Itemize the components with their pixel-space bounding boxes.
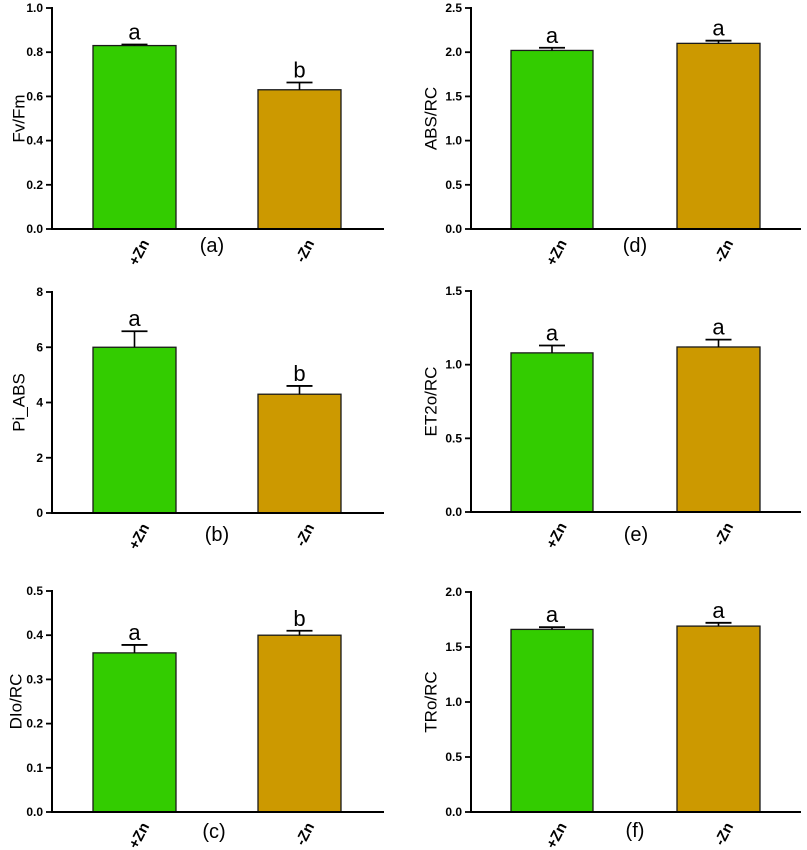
y-tick-label: 2 (36, 451, 43, 465)
y-tick-label: 0.0 (445, 222, 462, 236)
y-tick-label: 0.5 (445, 178, 462, 192)
significance-letter: a (546, 321, 559, 346)
bar (92, 652, 177, 813)
x-tick-label: +Zn (125, 237, 153, 269)
panel-label: (d) (623, 235, 647, 257)
y-tick-label: 1.5 (445, 89, 462, 103)
significance-letter: a (128, 620, 141, 645)
chart-panel-3: a +Zn a -Zn 0.0 0.5 1.0 1.5 2.0 2.5 ABS/RC (d) (421, 1, 801, 269)
y-axis-label: ET2o/RC (421, 367, 440, 437)
y-tick-label: 6 (36, 340, 43, 354)
bar (676, 42, 761, 230)
y-tick-label: 0 (36, 506, 43, 520)
chart-panel-1: a +Zn b -Zn 0 2 4 6 8 Pi_ABS (b) (9, 285, 384, 553)
panel-label: (a) (200, 235, 224, 257)
y-tick-label: 1.0 (26, 1, 43, 15)
y-tick-label: 0.0 (445, 805, 462, 819)
bar (510, 49, 594, 230)
y-axis-label: ABS/RC (421, 87, 440, 150)
y-tick-label: 1.0 (445, 358, 462, 372)
y-tick-label: 0.4 (26, 134, 43, 148)
significance-letter: b (293, 606, 305, 631)
y-tick-label: 0.5 (26, 584, 43, 598)
significance-letter: a (712, 598, 725, 623)
x-tick-label: +Zn (125, 820, 153, 850)
y-tick-label: 0.0 (26, 222, 43, 236)
y-tick-label: 0.5 (445, 750, 462, 764)
y-tick-label: 2.0 (445, 45, 462, 59)
x-tick-label: +Zn (125, 521, 153, 553)
significance-letter: a (128, 306, 141, 331)
chart-panel-2: a +Zn b -Zn 0.0 0.1 0.2 0.3 0.4 0.5 DIo/RC (c) (6, 584, 384, 850)
y-tick-label: 0.2 (26, 717, 43, 731)
y-axis-label: DIo/RC (6, 674, 25, 730)
y-tick-label: 0.2 (26, 178, 43, 192)
x-tick-label: -Zn (711, 520, 737, 549)
x-tick-label: +Zn (543, 237, 571, 269)
bar (510, 352, 594, 513)
y-axis-label: Fv/Fm (9, 94, 28, 142)
significance-letter: a (712, 315, 725, 340)
bar (257, 634, 342, 813)
bar (676, 625, 761, 813)
y-tick-label: 2.0 (445, 585, 462, 599)
bar (92, 44, 177, 230)
bar (92, 346, 177, 514)
y-tick-label: 1.0 (445, 695, 462, 709)
x-tick-label: -Zn (292, 820, 318, 849)
bar (257, 393, 342, 514)
y-tick-label: 1.5 (445, 640, 462, 654)
significance-letter: b (293, 57, 305, 82)
significance-letter: a (546, 23, 559, 48)
x-tick-label: -Zn (292, 521, 318, 550)
y-tick-label: 4 (36, 396, 43, 410)
y-tick-label: 0.4 (26, 628, 43, 642)
chart-panel-5: a +Zn a -Zn 0.0 0.5 1.0 1.5 2.0 TRo/RC (f) (421, 585, 801, 850)
y-axis-label: Pi_ABS (9, 373, 28, 432)
y-tick-label: 1.5 (445, 284, 462, 298)
chart-panel-4: a +Zn a -Zn 0.0 0.5 1.0 1.5 ET2o/RC (e) (421, 284, 801, 552)
y-axis-label: TRo/RC (421, 671, 440, 732)
chart-panel-0: a +Zn b -Zn 0.0 0.2 0.4 0.6 0.8 1.0 Fv/Fm (a) (9, 1, 384, 269)
y-tick-label: 1.0 (445, 134, 462, 148)
x-tick-label: +Zn (543, 520, 571, 552)
y-tick-label: 0.5 (445, 431, 462, 445)
y-tick-label: 2.5 (445, 1, 462, 15)
bar (676, 346, 761, 513)
y-tick-label: 0.0 (26, 805, 43, 819)
x-tick-label: +Zn (543, 820, 571, 850)
y-tick-label: 0.1 (26, 761, 43, 775)
significance-letter: b (293, 361, 305, 386)
y-tick-label: 0.8 (26, 45, 43, 59)
x-tick-label: -Zn (292, 237, 318, 266)
x-tick-label: -Zn (711, 820, 737, 849)
panel-label: (c) (202, 821, 225, 843)
y-tick-label: 0.3 (26, 672, 43, 686)
panel-label: (b) (205, 524, 229, 546)
significance-letter: a (128, 19, 141, 44)
y-tick-label: 8 (36, 285, 43, 299)
y-tick-label: 0.0 (445, 505, 462, 519)
significance-letter: a (712, 16, 725, 41)
panel-label: (f) (626, 820, 645, 842)
x-tick-label: -Zn (711, 237, 737, 266)
y-tick-label: 0.6 (26, 89, 43, 103)
bar (257, 89, 342, 230)
panel-label: (e) (624, 524, 648, 546)
significance-letter: a (546, 602, 559, 627)
bar (510, 628, 594, 813)
